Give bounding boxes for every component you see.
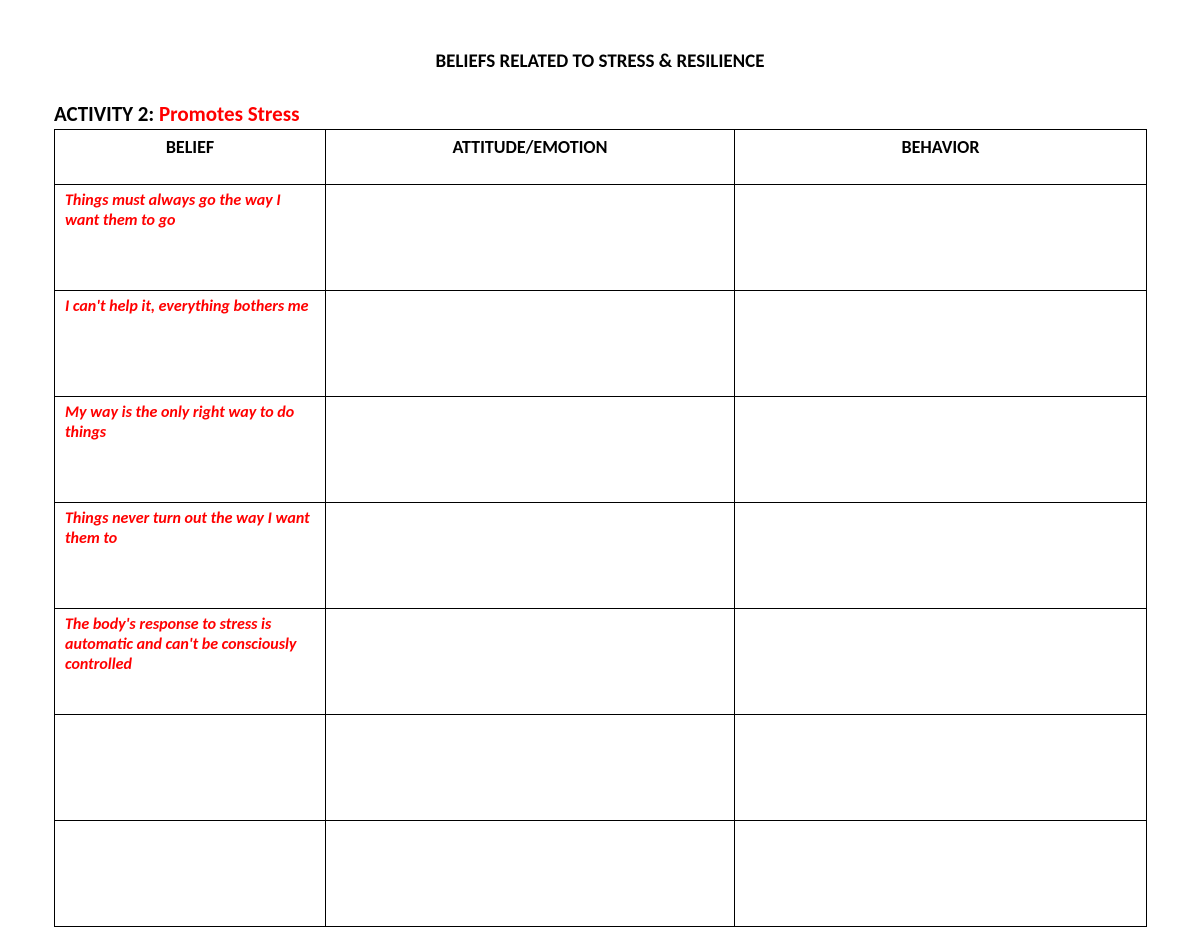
- table-row: My way is the only right way to do thing…: [55, 397, 1147, 503]
- cell-belief: Things never turn out the way I want the…: [55, 503, 326, 609]
- page-title: BELIEFS RELATED TO STRESS & RESILIENCE: [54, 50, 1146, 73]
- beliefs-table: BELIEF ATTITUDE/EMOTION BEHAVIOR Things …: [54, 129, 1147, 927]
- cell-behavior: [735, 397, 1147, 503]
- table-row: The body's response to stress is automat…: [55, 609, 1147, 715]
- cell-belief: The body's response to stress is automat…: [55, 609, 326, 715]
- cell-behavior: [735, 609, 1147, 715]
- cell-attitude: [326, 821, 735, 927]
- table-row: [55, 715, 1147, 821]
- cell-attitude: [326, 503, 735, 609]
- cell-behavior: [735, 715, 1147, 821]
- activity-label: ACTIVITY 2:: [54, 101, 159, 127]
- cell-belief: I can't help it, everything bothers me: [55, 291, 326, 397]
- cell-attitude: [326, 715, 735, 821]
- table-header-row: BELIEF ATTITUDE/EMOTION BEHAVIOR: [55, 130, 1147, 185]
- cell-attitude: [326, 291, 735, 397]
- col-header-attitude: ATTITUDE/EMOTION: [326, 130, 735, 185]
- cell-belief: Things must always go the way I want the…: [55, 185, 326, 291]
- cell-belief: [55, 821, 326, 927]
- cell-behavior: [735, 503, 1147, 609]
- cell-behavior: [735, 291, 1147, 397]
- cell-attitude: [326, 609, 735, 715]
- table-row: Things never turn out the way I want the…: [55, 503, 1147, 609]
- cell-attitude: [326, 397, 735, 503]
- cell-behavior: [735, 185, 1147, 291]
- col-header-behavior: BEHAVIOR: [735, 130, 1147, 185]
- table-row: Things must always go the way I want the…: [55, 185, 1147, 291]
- cell-belief: [55, 715, 326, 821]
- cell-behavior: [735, 821, 1147, 927]
- activity-subtitle: Promotes Stress: [159, 101, 300, 127]
- table-row: I can't help it, everything bothers me: [55, 291, 1147, 397]
- col-header-belief: BELIEF: [55, 130, 326, 185]
- cell-belief: My way is the only right way to do thing…: [55, 397, 326, 503]
- activity-heading: ACTIVITY 2: Promotes Stress: [54, 101, 1146, 127]
- table-row: [55, 821, 1147, 927]
- cell-attitude: [326, 185, 735, 291]
